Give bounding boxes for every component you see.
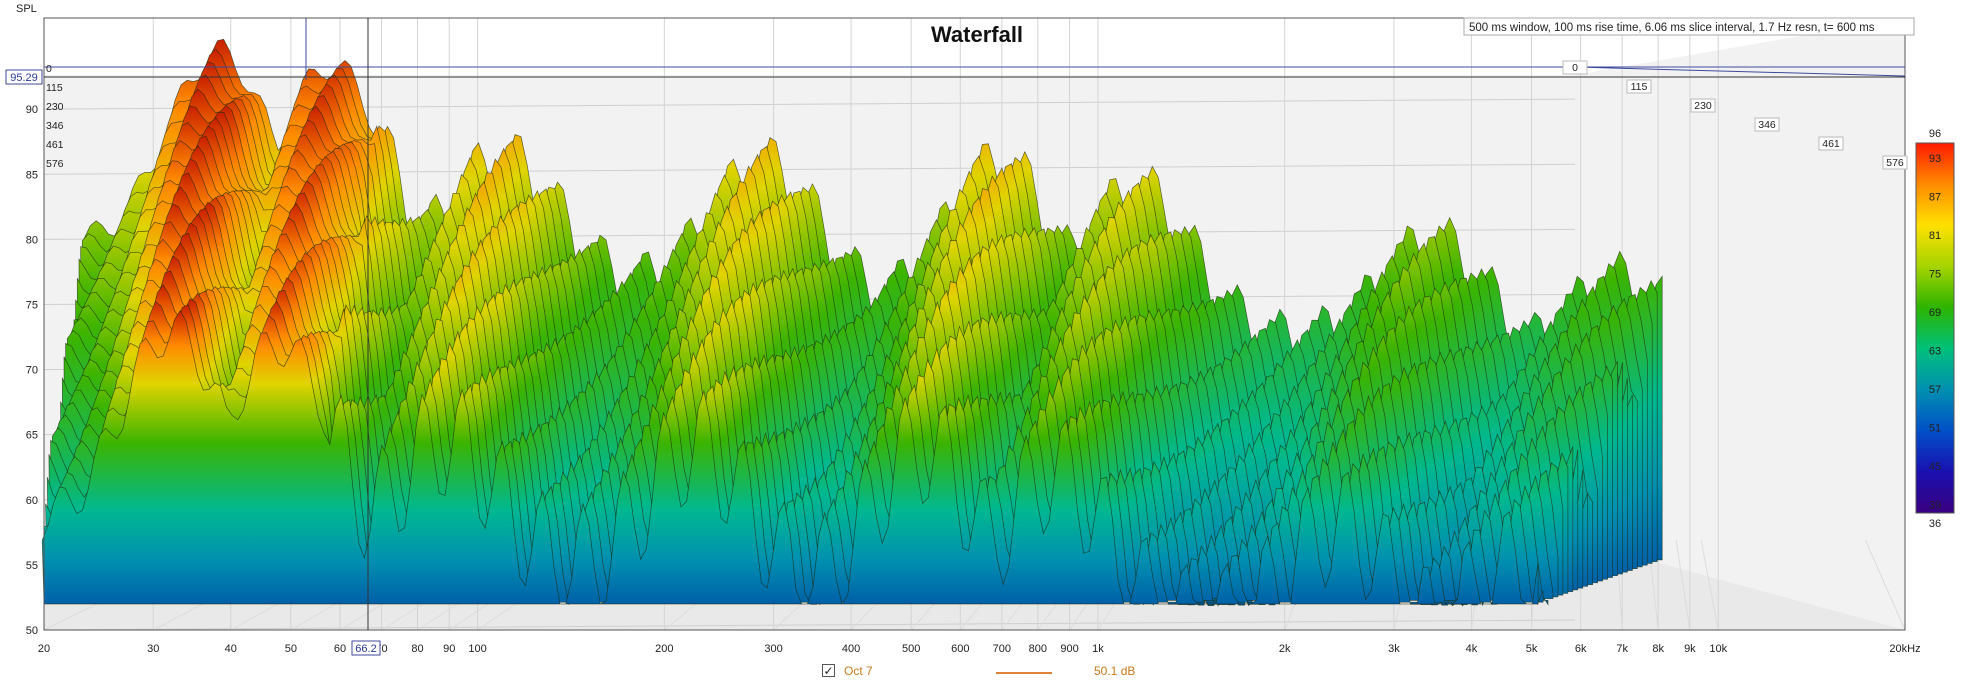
y-tick-label: 90 (26, 104, 38, 116)
x-tick-label: 6k (1575, 643, 1587, 655)
floor-grid-line (1675, 539, 1691, 631)
x-tick-label: 90 (443, 643, 455, 655)
time-tick-box (1882, 155, 1908, 170)
floor-grid-line (1864, 539, 1906, 631)
time-tick-label-right: 346 (1758, 119, 1776, 131)
depth-line-front (1574, 66, 1906, 77)
time-tick-box (1754, 117, 1780, 132)
x-tick-label: 700 (993, 643, 1011, 655)
x-tick-label: 400 (842, 643, 860, 655)
time-tick-label-right: 576 (1886, 157, 1904, 169)
colorbar-tick-label: 69 (1929, 307, 1941, 319)
y-axis-ticks: 50 55 60 65 70 75 80 85 90 (26, 104, 38, 637)
spl-readout-box (5, 69, 43, 85)
colorbar-tick-label: 45 (1929, 461, 1941, 473)
x-tick-label: 3k (1388, 643, 1400, 655)
plot-frame (43, 17, 1906, 631)
freq-readout: 66.2 (355, 643, 376, 655)
x-tick-label: 80 (411, 643, 423, 655)
x-tick-label: 60 (334, 643, 346, 655)
y-tick-label: 50 (26, 625, 38, 637)
x-tick-label: 30 (147, 643, 159, 655)
time-tick-box (1562, 60, 1588, 75)
waterfall-plot: 50 55 60 65 70 75 80 85 90 20 30 40 50 60 70 80 90 100 20… (5, 3, 1955, 656)
spl-readout: 95.29 (10, 72, 38, 84)
colorbar[interactable] (1915, 142, 1955, 514)
colorbar-tick-label: 87 (1929, 192, 1941, 204)
series-name: Oct 7 (844, 664, 873, 678)
colorbar-tick-label: 63 (1929, 346, 1941, 358)
x-tick-label: 7k (1616, 643, 1628, 655)
x-tick-label: 8k (1652, 643, 1664, 655)
series-checkbox[interactable]: ✓ (822, 664, 835, 678)
time-tick-label-right: 461 (1822, 138, 1840, 150)
y-axis-label: SPL (16, 3, 37, 15)
y-tick-label: 65 (26, 430, 38, 442)
info-box (1463, 17, 1915, 36)
series-value: 50.1 dB (1094, 664, 1136, 678)
time-tick-box (1690, 98, 1716, 113)
x-tick-label: 800 (1029, 643, 1047, 655)
y-tick-label: 80 (26, 234, 38, 246)
colorbar-tick-label: 96 (1929, 128, 1941, 140)
y-tick-label: 70 (26, 365, 38, 377)
freq-readout-box (351, 640, 381, 656)
x-tick-label: 4k (1466, 643, 1478, 655)
colorbar-tick-label: 57 (1929, 384, 1941, 396)
legend: ✓ Oct 7 50.1 dB (0, 660, 1980, 684)
floor-grid-line (1700, 539, 1719, 631)
grid-line-h (43, 619, 1576, 631)
y-tick-label: 85 (26, 169, 38, 181)
x-tick-label: 100 (468, 643, 486, 655)
colorbar-tick-label: 36 (1929, 518, 1941, 530)
time-tick-label-right: 230 (1694, 100, 1712, 112)
x-tick-label: 200 (655, 643, 673, 655)
waterfall-surface (41, 38, 1663, 607)
time-tick-label-right: 115 (1631, 81, 1648, 93)
time-axis-ticks: 0 0 115 115 230 230 346 346 461 461 576 576 (46, 60, 1908, 170)
colorbar-ticks: 96 93 87 81 75 69 63 57 51 45 39 36 (1929, 128, 1941, 530)
time-tick-label-left: 576 (46, 158, 64, 170)
x-tick-label: 5k (1526, 643, 1538, 655)
x-tick-label: 900 (1060, 643, 1078, 655)
series-line-swatch (996, 672, 1052, 674)
x-tick-label: 600 (951, 643, 969, 655)
x-tick-label: 9k (1684, 643, 1696, 655)
x-tick-label: 1k (1092, 643, 1104, 655)
x-tick-label: 50 (285, 643, 297, 655)
time-tick-label-left: 115 (46, 82, 63, 94)
time-tick-box (1818, 136, 1844, 151)
time-tick-box (1626, 79, 1652, 94)
colorbar-tick-label: 93 (1929, 153, 1941, 165)
x-tick-label: 10k (1709, 643, 1727, 655)
x-tick-label: 40 (225, 643, 237, 655)
x-tick-label: 2k (1279, 643, 1291, 655)
waterfall-slice (41, 309, 1539, 605)
x-tick-label: 20kHz (1889, 643, 1920, 655)
time-tick-label-right: 0 (1572, 62, 1578, 74)
x-tick-label: 300 (764, 643, 782, 655)
chart-title: Waterfall (931, 22, 1023, 47)
colorbar-tick-label: 75 (1929, 269, 1941, 281)
y-tick-label: 60 (26, 495, 38, 507)
time-tick-label-left: 230 (46, 101, 64, 113)
colorbar-tick-label: 39 (1929, 500, 1941, 512)
x-tick-label: 20 (38, 643, 50, 655)
time-tick-label-left: 0 (46, 63, 52, 75)
time-tick-label-left: 346 (46, 120, 64, 132)
colorbar-tick-label: 51 (1929, 423, 1941, 435)
time-tick-label-left: 461 (46, 139, 64, 151)
x-tick-label: 500 (902, 643, 920, 655)
y-tick-label: 75 (26, 299, 38, 311)
info-label: 500 ms window, 100 ms rise time, 6.06 ms… (1469, 22, 1875, 34)
y-tick-label: 55 (26, 560, 38, 572)
x-axis-ticks: 20 30 40 50 60 70 80 90 100 200 300 400 500 600 700 800… (38, 643, 1921, 655)
colorbar-tick-label: 81 (1929, 230, 1941, 242)
